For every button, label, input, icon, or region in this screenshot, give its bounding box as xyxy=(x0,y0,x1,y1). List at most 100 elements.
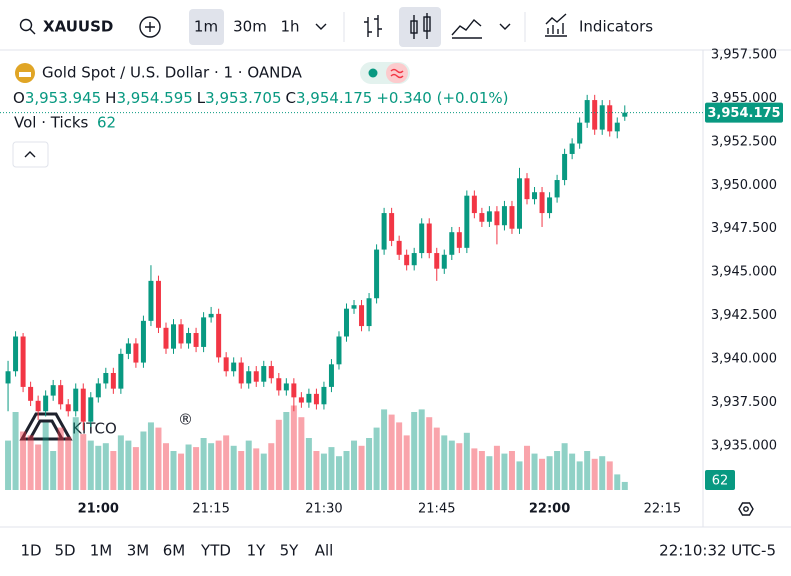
volume-bar xyxy=(178,453,185,490)
candle-body xyxy=(351,305,357,309)
legend-title: Gold Spot / U.S. Dollar · 1 · OANDA xyxy=(42,64,303,82)
candle-body xyxy=(306,393,312,403)
candle-body xyxy=(539,192,545,214)
candle-body xyxy=(148,280,154,321)
delayed-icon xyxy=(390,68,404,79)
delayed-badge[interactable] xyxy=(386,63,408,83)
candle-body xyxy=(389,213,395,241)
candles-icon xyxy=(423,16,431,32)
settings[interactable] xyxy=(738,502,754,516)
range-button[interactable]: 3M xyxy=(127,542,150,560)
volume-bar xyxy=(57,427,64,490)
range-button[interactable]: All xyxy=(315,542,334,560)
last-price-tag xyxy=(705,102,783,123)
candle-body xyxy=(554,180,560,198)
volume-bar xyxy=(335,456,342,490)
ohlc-value: 3,953.705 xyxy=(205,89,281,107)
candle-body xyxy=(366,298,372,327)
candle-body xyxy=(577,122,583,144)
candle-body xyxy=(88,397,94,422)
interval[interactable]: 1h xyxy=(280,18,299,36)
volume-bar xyxy=(471,448,478,490)
candle-body xyxy=(614,122,620,132)
volume-bar xyxy=(403,435,410,490)
volume-bar xyxy=(569,453,576,490)
candle-body xyxy=(155,280,161,328)
candle-body xyxy=(336,336,342,365)
volume-bar xyxy=(155,427,162,490)
candle-body xyxy=(547,197,553,214)
x-tick-label: 22:15 xyxy=(644,502,681,517)
range-button[interactable]: 5D xyxy=(54,542,75,560)
candle-body xyxy=(464,195,470,248)
volume-bar xyxy=(170,451,177,490)
y-tick-label: 3,940.000 xyxy=(711,352,777,367)
bars-icon[interactable] xyxy=(364,15,382,37)
x-tick-label: 21:00 xyxy=(78,502,119,517)
compare-plus xyxy=(145,22,155,32)
volume-bar xyxy=(245,440,252,490)
candle-body xyxy=(321,386,327,405)
candle-body xyxy=(569,143,575,154)
symbol[interactable]: XAUUSD xyxy=(43,18,113,36)
plot xyxy=(5,94,628,490)
settings-icon-center xyxy=(743,506,749,512)
candles-icon[interactable] xyxy=(410,20,418,34)
candle-body xyxy=(171,324,177,349)
candle-body xyxy=(599,105,605,130)
y-tick-label: 3,955.000 xyxy=(711,91,777,106)
ohlc-value: 3,954.595 xyxy=(116,89,192,107)
candle-body xyxy=(607,105,613,132)
candle-body xyxy=(622,112,628,117)
compare-button[interactable] xyxy=(139,16,161,38)
collapse-button[interactable] xyxy=(12,141,49,168)
settings-icon[interactable] xyxy=(738,502,754,516)
volume-bar xyxy=(561,443,568,490)
candle-body xyxy=(43,395,49,412)
candle-body xyxy=(50,385,56,396)
volume-bar xyxy=(328,447,335,490)
symbol-logo-bar xyxy=(19,72,31,77)
range-button[interactable]: 1Y xyxy=(247,542,267,560)
candle-body xyxy=(419,223,425,254)
range-button[interactable]: 1M xyxy=(90,542,113,560)
volume-bar xyxy=(110,451,117,490)
ohlc-change: +0.340 (+0.01%) xyxy=(376,89,508,107)
candle-body xyxy=(13,336,19,372)
candle-body xyxy=(186,333,192,344)
area-icon[interactable] xyxy=(451,18,482,39)
range-button[interactable]: 1D xyxy=(20,542,41,560)
candle-body xyxy=(313,393,319,405)
search-icon[interactable] xyxy=(19,18,33,32)
interval-dropdown[interactable] xyxy=(315,23,327,30)
indicators-icon[interactable] xyxy=(545,13,567,37)
interval[interactable]: 1m xyxy=(194,18,218,36)
range-button[interactable]: 6M xyxy=(163,542,186,560)
indicators-button[interactable]: Indicators xyxy=(579,18,653,36)
chart-type-dropdown[interactable] xyxy=(499,23,511,30)
volume-bar xyxy=(20,431,27,490)
y-tick-label: 3,952.500 xyxy=(711,134,777,149)
range-button[interactable]: 5Y xyxy=(280,542,300,560)
volume-bar xyxy=(614,474,621,490)
volume-bar xyxy=(132,447,139,490)
volume-bar xyxy=(343,451,350,490)
volume-bar xyxy=(193,447,200,490)
candle-body xyxy=(35,400,41,412)
search-icon-handle xyxy=(29,28,36,35)
watermark-registered: ® xyxy=(178,411,193,429)
volume-bar xyxy=(524,445,531,490)
volume-bar xyxy=(456,443,463,490)
candle-body xyxy=(28,386,34,401)
volume-bar xyxy=(268,443,275,490)
candle-body xyxy=(231,362,237,372)
candle-body xyxy=(501,206,507,226)
range-button[interactable]: YTD xyxy=(200,542,231,560)
candle-body xyxy=(449,232,455,255)
volume-bar xyxy=(117,435,124,490)
interval[interactable]: 30m xyxy=(233,18,267,36)
y-tick-label: 3,957.500 xyxy=(711,47,777,62)
ohlc-key: L xyxy=(197,89,206,107)
candle-body xyxy=(532,192,538,200)
market-open-dot xyxy=(368,68,378,78)
